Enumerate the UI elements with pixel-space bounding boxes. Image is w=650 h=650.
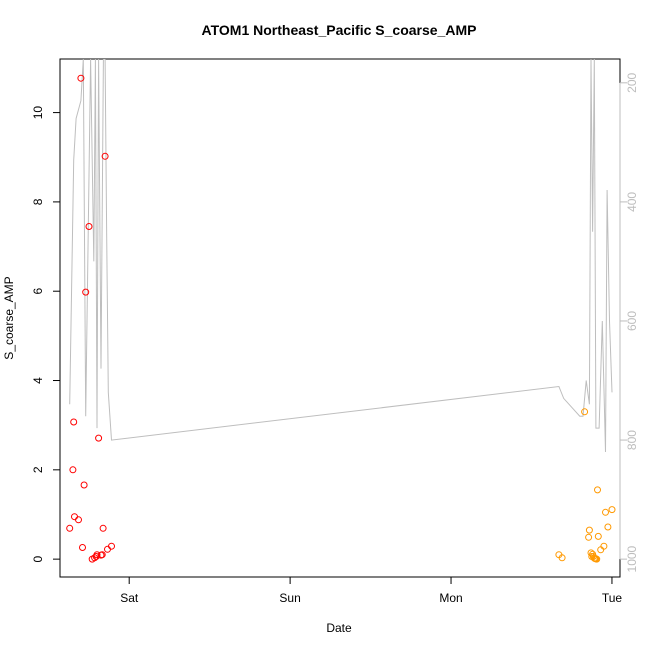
data-point <box>608 506 616 514</box>
data-point <box>558 554 566 562</box>
data-point <box>82 288 90 296</box>
data-point <box>108 542 115 550</box>
data-point <box>581 408 589 416</box>
data-point <box>66 524 74 532</box>
chart-title: ATOM1 Northeast_Pacific S_coarse_AMP <box>202 22 477 38</box>
y2-tick-label: 800 <box>625 430 639 450</box>
data-point <box>597 546 605 554</box>
depth-line-layer <box>69 59 613 453</box>
data-point <box>604 523 612 531</box>
y-tick-label: 8 <box>31 198 45 205</box>
data-point <box>75 516 82 524</box>
data-point <box>70 418 78 426</box>
data-point <box>594 532 602 540</box>
y-tick-label: 0 <box>31 555 45 562</box>
x-axis-label: Date <box>326 621 352 635</box>
y2-tick-label: 600 <box>625 311 639 331</box>
data-point <box>79 544 86 551</box>
data-point <box>587 549 595 557</box>
x-tick-label: Mon <box>439 591 462 605</box>
data-point <box>98 551 106 559</box>
data-point <box>602 508 609 516</box>
y-tick-label: 6 <box>31 288 45 295</box>
right-axis: 200 400 600 800 1000 <box>619 72 639 572</box>
data-point <box>594 486 601 494</box>
data-point <box>104 545 111 553</box>
y2-tick-label: 200 <box>625 72 639 92</box>
data-point <box>77 74 85 82</box>
data-point <box>585 533 593 541</box>
bottom-axis: Sat Sun Mon Tue <box>120 576 623 605</box>
data-point <box>99 524 107 532</box>
y-tick-label: 10 <box>31 106 45 120</box>
y-axis-label: S_coarse_AMP <box>2 276 16 359</box>
y2-tick-label: 1000 <box>625 545 639 572</box>
data-point <box>101 152 109 160</box>
x-tick-label: Sun <box>279 591 300 605</box>
data-point <box>71 513 78 521</box>
depth-line <box>69 59 613 453</box>
left-axis: 0 2 4 6 8 10 <box>31 106 61 562</box>
x-tick-label: Tue <box>602 591 623 605</box>
data-point <box>69 466 77 474</box>
plot-frame <box>59 58 621 578</box>
data-point <box>93 551 101 559</box>
y-tick-label: 2 <box>31 466 45 473</box>
data-point <box>80 481 88 489</box>
y2-tick-label: 400 <box>625 192 639 212</box>
x-tick-label: Sat <box>120 591 139 605</box>
data-point <box>85 223 93 230</box>
data-point-layer <box>66 74 616 563</box>
data-point <box>600 542 608 550</box>
data-point <box>593 555 601 563</box>
y-tick-label: 4 <box>31 377 45 384</box>
data-point <box>585 526 593 534</box>
data-point <box>95 434 103 442</box>
